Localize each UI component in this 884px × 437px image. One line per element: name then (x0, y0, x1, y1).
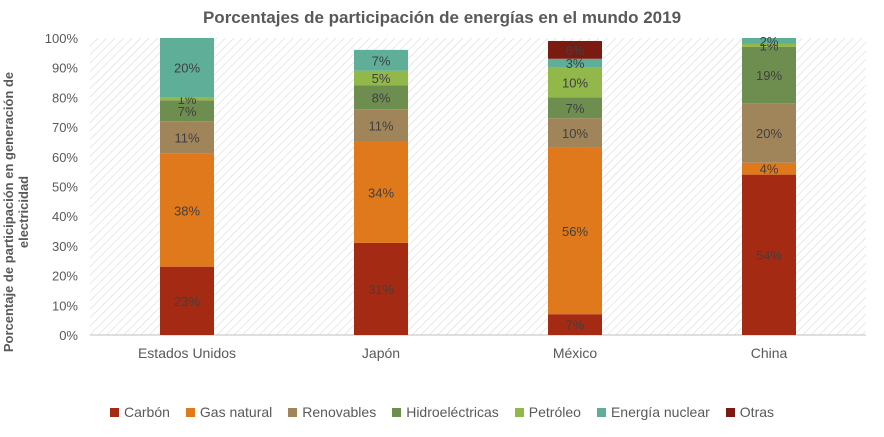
data-label: 11% (368, 119, 393, 134)
bar-segment (548, 314, 602, 335)
legend-label: Hidroeléctricas (406, 404, 499, 420)
bar-segment (354, 85, 408, 110)
data-label: 10% (562, 126, 588, 141)
chart-plot: 0% 10% 20% 30% 40% 50% 60% 70% 80% 90% 100% 23% 38%… (45, 31, 866, 361)
legend-swatch (109, 407, 119, 417)
y-tick-label: 20% (52, 269, 78, 284)
y-tick-label: 0% (59, 328, 78, 343)
y-tick-label: 40% (52, 209, 78, 224)
legend-item: Gas natural (185, 404, 273, 420)
legend-swatch (392, 407, 402, 417)
legend-swatch (185, 407, 195, 417)
bar-segment (160, 38, 214, 98)
data-label: 56% (562, 224, 588, 239)
legend-swatch (514, 407, 524, 417)
bar-segment (354, 70, 408, 86)
y-tick-label: 50% (52, 180, 78, 195)
y-tick-label: 10% (52, 298, 78, 313)
y-tick-label: 30% (52, 239, 78, 254)
bar-segment (742, 162, 796, 175)
y-tick-label: 70% (52, 120, 78, 135)
bar-segment (548, 40, 602, 59)
data-label: 5% (372, 71, 391, 86)
legend-item: Carbón (109, 404, 170, 420)
x-tick-label: México (553, 345, 598, 361)
x-tick-label: Japón (362, 345, 400, 361)
bar-segment (742, 103, 796, 163)
bar-segment (742, 38, 796, 44)
legend-label: Otras (739, 404, 775, 420)
bar-segment (548, 58, 602, 68)
x-tick-label: China (751, 345, 788, 361)
data-label: 3% (566, 56, 585, 71)
y-tick-label: 90% (52, 61, 78, 76)
legend-swatch (596, 407, 606, 417)
bar-segment (354, 141, 408, 243)
data-label: 34% (368, 185, 394, 200)
chart-title: Porcentajes de participación de energías… (202, 8, 682, 27)
legend-item: Renovables (288, 404, 376, 420)
legend-label: Gas natural (199, 404, 273, 420)
legend-item: Hidroeléctricas (392, 404, 499, 420)
legend-label: Carbón (123, 404, 170, 420)
data-label: 20% (174, 61, 200, 76)
data-label: 10% (562, 76, 588, 91)
data-label: 8% (372, 90, 391, 105)
plot-area (90, 38, 866, 335)
bar-segment (160, 153, 214, 267)
legend-item: Otras (725, 404, 775, 420)
data-label: 6% (566, 43, 585, 58)
data-label: 7% (566, 318, 585, 333)
legend-item: Energía nuclear (596, 404, 710, 420)
bar-segment (354, 242, 408, 335)
data-label: 7% (178, 104, 197, 119)
data-label: 4% (760, 162, 779, 177)
bar-segment (548, 118, 602, 148)
legend-swatch (288, 407, 298, 417)
bar-segment (160, 121, 214, 154)
bar-segment (160, 97, 214, 101)
data-label: 7% (372, 53, 391, 68)
bar-segment (548, 97, 602, 119)
bar-segment (742, 174, 796, 335)
y-tick-label: 100% (45, 31, 79, 46)
data-label: 19% (756, 68, 782, 83)
bar-segment (548, 147, 602, 315)
x-tick-label: Estados Unidos (138, 345, 236, 361)
data-label: 2% (760, 34, 779, 49)
legend-swatch (725, 407, 735, 417)
bar-segment (548, 67, 602, 98)
y-tick-label: 80% (52, 90, 78, 105)
bar-segment (160, 266, 214, 335)
bar-segment (354, 109, 408, 142)
data-label: 7% (566, 101, 585, 116)
y-tick-label: 60% (52, 150, 78, 165)
legend-label: Renovables (302, 404, 377, 420)
data-label: 11% (174, 130, 199, 145)
legend: Carbón Gas natural Renovables Hidroeléctric… (0, 404, 884, 420)
data-label: 23% (174, 294, 200, 309)
bar-segment (742, 46, 796, 104)
bar-segment (160, 100, 214, 122)
data-label: 54% (756, 248, 782, 263)
legend-label: Petróleo (528, 404, 581, 420)
data-label: 38% (174, 203, 200, 218)
legend-label: Energía nuclear (610, 404, 710, 420)
data-label: 31% (368, 282, 394, 297)
legend-item: Petróleo (514, 404, 581, 420)
data-label: 20% (756, 126, 782, 141)
bar-segment (742, 43, 796, 47)
bar-segment (354, 49, 408, 71)
